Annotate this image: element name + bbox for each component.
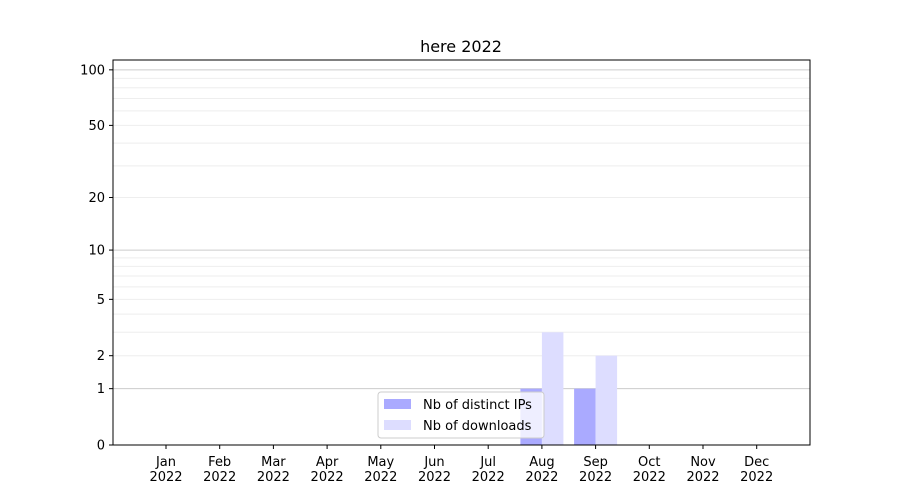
y-tick-label: 2 [97, 349, 105, 364]
y-tick-label: 50 [88, 119, 105, 134]
x-tick-label: Aug [529, 455, 554, 470]
y-tick-label: 5 [97, 293, 105, 308]
bar [574, 388, 596, 445]
x-tick-label: Mar [261, 455, 286, 470]
legend-swatch [384, 399, 411, 409]
chart-title: here 2022 [420, 37, 502, 56]
y-tick-label: 1 [97, 382, 105, 397]
x-tick-label: 2022 [472, 470, 505, 485]
x-tick-label: 2022 [633, 470, 666, 485]
x-tick-label: Sep [583, 455, 608, 470]
x-axis: Jan2022Feb2022Mar2022Apr2022May2022Jun20… [149, 445, 773, 485]
x-tick-label: May [367, 455, 394, 470]
x-tick-label: 2022 [149, 470, 182, 485]
plot-frame [112, 59, 811, 446]
grid [113, 69, 810, 390]
x-tick-label: Oct [638, 455, 660, 470]
x-tick-label: Apr [316, 455, 339, 470]
x-tick-label: Nov [690, 455, 716, 470]
y-tick-label: 20 [88, 191, 105, 206]
legend-swatch [384, 420, 411, 430]
x-tick-label: 2022 [364, 470, 397, 485]
legend: Nb of distinct IPs Nb of downloads [377, 391, 545, 439]
y-tick-label: 10 [88, 244, 105, 259]
x-tick-label: 2022 [525, 470, 558, 485]
y-tick-label: 100 [80, 63, 105, 78]
y-tick-label: 0 [97, 439, 105, 454]
x-tick-label: 2022 [257, 470, 290, 485]
x-tick-label: Jul [479, 455, 496, 470]
bar [541, 332, 564, 445]
x-tick-label: Dec [744, 455, 769, 470]
bar [595, 355, 618, 445]
legend-box [377, 391, 545, 439]
x-tick-label: Feb [208, 455, 231, 470]
legend-label: Nb of distinct IPs [423, 398, 532, 413]
x-tick-label: 2022 [740, 470, 773, 485]
x-tick-label: 2022 [686, 470, 719, 485]
x-tick-label: 2022 [311, 470, 344, 485]
x-tick-label: 2022 [418, 470, 451, 485]
x-tick-label: 2022 [203, 470, 236, 485]
y-axis: 0 1 2 5 10 20 50 100 [80, 63, 113, 454]
legend-label: Nb of downloads [423, 419, 532, 434]
x-tick-label: Jan [155, 455, 176, 470]
x-tick-label: Jun [423, 455, 444, 470]
x-tick-label: 2022 [579, 470, 612, 485]
